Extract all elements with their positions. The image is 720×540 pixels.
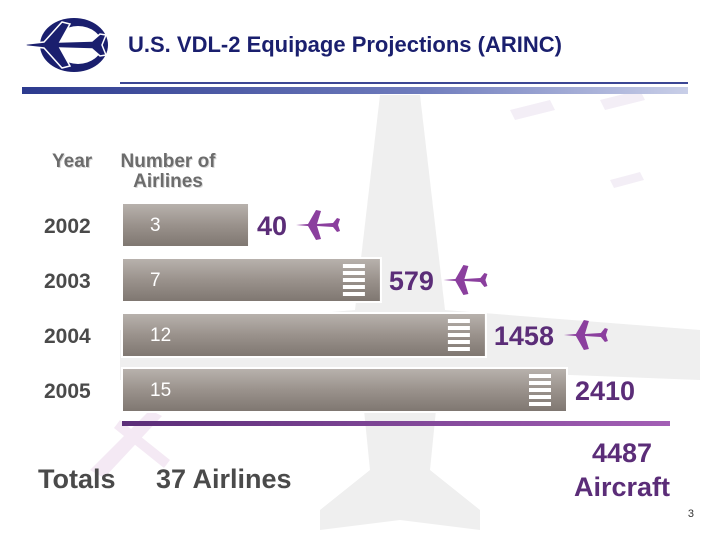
- aircraft-value: 1458: [494, 321, 554, 351]
- page-number: 3: [687, 508, 694, 520]
- bar-stripe: [529, 381, 551, 385]
- bar: [121, 312, 487, 358]
- bar: [121, 257, 382, 303]
- title-bar: [22, 87, 688, 94]
- bar-stripe: [342, 292, 365, 296]
- column-header-airlines: Number of Airlines: [120, 151, 216, 192]
- bar-stripe: [529, 374, 551, 378]
- aircraft-value: 579: [389, 266, 434, 296]
- totals-divider: [122, 421, 670, 426]
- bar-stripe: [447, 319, 470, 323]
- year-label: 2002: [44, 215, 91, 238]
- airplane-icon: [563, 320, 608, 350]
- page-title: U.S. VDL-2 Equipage Projections (ARINC): [128, 32, 562, 57]
- airlines-value: 12: [150, 325, 171, 346]
- airplane-icon: [296, 210, 341, 240]
- bar-stripe: [529, 402, 551, 406]
- airplane-logo-icon: [25, 18, 108, 72]
- bar-stripe: [342, 285, 365, 289]
- airlines-value: 3: [150, 215, 161, 236]
- totals-airlines: 37 Airlines: [156, 464, 292, 494]
- column-header-year: Year: [52, 151, 93, 172]
- bar-stripe: [447, 340, 470, 344]
- airplane-icon: [443, 265, 488, 295]
- airlines-value: 15: [150, 380, 171, 401]
- title-rule: [120, 82, 688, 84]
- bar-stripe: [447, 326, 470, 330]
- year-label: 2004: [44, 325, 91, 348]
- bar-stripe: [529, 395, 551, 399]
- year-label: 2005: [44, 380, 91, 403]
- bar-stripe: [447, 333, 470, 337]
- totals-label: Totals: [38, 464, 116, 494]
- aircraft-value: 2410: [575, 376, 635, 406]
- bar: [121, 202, 251, 248]
- bar: [121, 367, 568, 413]
- bar-stripe: [447, 347, 470, 351]
- year-label: 2003: [44, 270, 91, 293]
- totals-aircraft-count: 4487: [592, 438, 652, 468]
- bar-stripe: [342, 264, 365, 268]
- totals-aircraft-label: Aircraft: [574, 472, 670, 502]
- airlines-value: 7: [150, 270, 161, 291]
- bar-stripe: [342, 271, 365, 275]
- bar-stripe: [529, 388, 551, 392]
- bar-stripe: [342, 278, 365, 282]
- aircraft-value: 40: [257, 211, 287, 241]
